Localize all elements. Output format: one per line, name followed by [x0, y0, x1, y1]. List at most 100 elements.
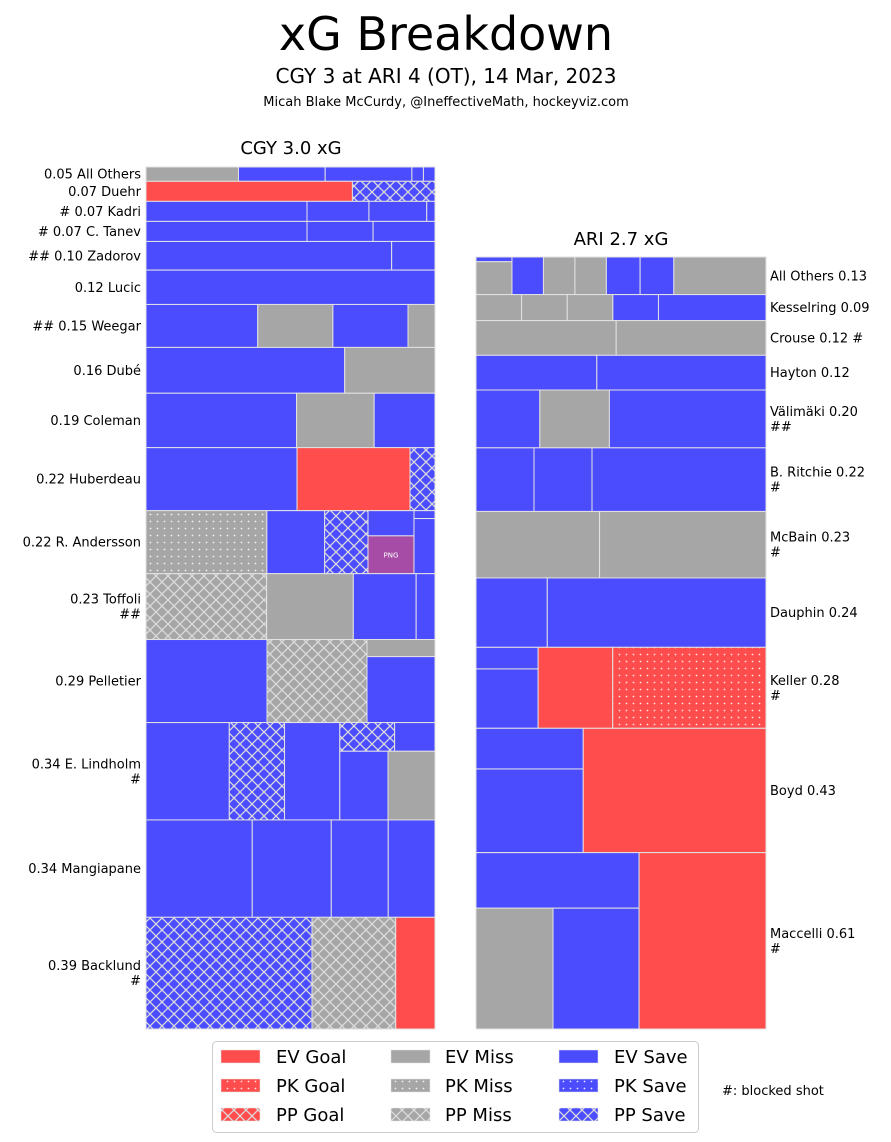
- player-label: Keller 0.28: [770, 674, 840, 689]
- shot-cell: [228, 722, 286, 821]
- player-row: Välimäki 0.20##: [475, 389, 858, 449]
- shot-cell: [266, 573, 354, 641]
- shot-cell: [511, 256, 544, 296]
- legend-swatch: [220, 1107, 261, 1122]
- player-row: Boyd 0.43: [475, 727, 836, 854]
- legend-label: EV Save: [614, 1047, 688, 1068]
- player-label: Boyd 0.43: [770, 784, 836, 799]
- player-label: #: [770, 942, 781, 957]
- legend-swatch: [390, 1107, 431, 1122]
- shot-cell: [145, 639, 268, 724]
- shot-cell: [605, 256, 641, 296]
- shot-cell: [145, 916, 313, 1030]
- shot-cell: [387, 750, 436, 821]
- shot-cell: [537, 646, 614, 729]
- player-row: 0.39 Backlund#: [48, 916, 436, 1030]
- legend-swatch: [220, 1078, 261, 1093]
- shot-cell: [145, 346, 346, 394]
- shot-cell: [145, 180, 353, 202]
- player-label: 0.22 R. Andersson: [23, 536, 141, 551]
- shot-cell: [352, 573, 417, 641]
- player-label: All Others 0.13: [770, 269, 867, 284]
- shot-cell: [475, 261, 513, 296]
- shot-cell: [145, 392, 298, 449]
- shot-cell: [306, 220, 374, 242]
- legend-entry: PK Save: [558, 1076, 687, 1097]
- shot-cell: [546, 577, 767, 648]
- player-label: Maccelli 0.61: [770, 927, 855, 942]
- player-label: Crouse 0.12 #: [770, 331, 863, 346]
- legend-entry: EV Goal: [220, 1047, 346, 1068]
- shot-cell: [475, 510, 601, 579]
- legend-label: EV Goal: [276, 1047, 346, 1068]
- shot-cell: [367, 535, 415, 575]
- legend-label: PK Goal: [276, 1076, 345, 1097]
- chart-byline: Micah Blake McCurdy, @IneffectiveMath, h…: [263, 95, 629, 110]
- legend-label: PP Goal: [276, 1105, 344, 1126]
- player-row: 0.19 Coleman: [50, 392, 436, 449]
- shot-cell: [582, 727, 767, 854]
- shot-cell: [608, 389, 767, 449]
- shot-cell: [145, 166, 239, 182]
- shot-cell: [475, 852, 640, 909]
- player-row: Maccelli 0.61#: [475, 852, 855, 1030]
- shot-cell: [475, 577, 548, 648]
- legend: EV Goal PK Goal PP Goal EV Miss PK Miss PP Mi…: [212, 1041, 824, 1133]
- player-row: Dauphin 0.24: [475, 577, 858, 648]
- player-label: #: [130, 772, 141, 787]
- shot-cell: [475, 668, 539, 729]
- shot-cell: [413, 510, 436, 520]
- panel-cgy: 0.05 All Others 0.07 Duehr # 0.07 Kadri # 0…: [23, 166, 436, 1030]
- player-label: # 0.07 Kadri: [59, 205, 141, 220]
- shot-cell: [266, 510, 326, 575]
- player-row: B. Ritchie 0.22#: [475, 447, 865, 512]
- shot-cell: [475, 727, 584, 770]
- shot-cell: [552, 907, 640, 1030]
- shot-cell: [407, 303, 436, 348]
- shot-cell: [251, 819, 332, 918]
- treemap-panels: 0.05 All Others 0.07 Duehr # 0.07 Kadri # 0…: [23, 166, 870, 1030]
- legend-entry: PK Miss: [390, 1076, 513, 1097]
- player-row: Hayton 0.12: [475, 354, 850, 391]
- player-row: 0.07 Duehr: [68, 180, 436, 202]
- player-label: ##: [119, 608, 141, 623]
- player-row: 0.34 E. Lindholm#: [32, 722, 436, 821]
- shot-cell: [332, 303, 409, 348]
- legend-label: PK Save: [614, 1076, 687, 1097]
- shot-cell: [591, 447, 767, 512]
- panel-title-ari: ARI 2.7 xG: [574, 229, 669, 250]
- shot-cell: [324, 510, 369, 575]
- shot-cell: [673, 256, 767, 296]
- legend-label: EV Miss: [445, 1047, 514, 1068]
- shot-cell: [411, 166, 424, 182]
- shot-cell: [395, 916, 436, 1030]
- player-label: Kesselring 0.09: [770, 301, 870, 316]
- player-label: 0.05 All Others: [44, 168, 141, 183]
- shot-cell: [475, 646, 539, 670]
- blocked-shot-note: #: blocked shot: [722, 1084, 824, 1099]
- shot-cell: [413, 518, 436, 575]
- player-row: # 0.07 C. Tanev: [38, 220, 436, 242]
- player-row: 0.12 Lucic: [75, 269, 436, 305]
- player-row: McBain 0.23#: [475, 510, 850, 579]
- shot-cell: [266, 639, 368, 724]
- shot-cell: [339, 722, 396, 752]
- shot-cell: [533, 447, 593, 512]
- shot-cell: [409, 447, 436, 512]
- legend-swatch: [220, 1049, 261, 1064]
- shot-cell: [387, 819, 436, 918]
- shot-cell: [539, 389, 610, 449]
- legend-swatch: [390, 1078, 431, 1093]
- player-label: 0.23 Toffoli: [70, 593, 141, 608]
- player-label: Dauphin 0.24: [770, 606, 858, 621]
- shot-cell: [566, 294, 614, 322]
- legend-entry: EV Save: [558, 1047, 688, 1068]
- player-label: ## 0.15 Weegar: [32, 319, 141, 334]
- player-label: 0.22 Huberdeau: [36, 473, 141, 488]
- player-row: Keller 0.28#: [475, 646, 840, 729]
- player-row: ## 0.10 Zadorov: [28, 240, 436, 271]
- shot-cell: [475, 447, 535, 512]
- shot-cell: [339, 750, 389, 821]
- player-label: 0.34 E. Lindholm: [32, 757, 141, 772]
- shot-cell: [475, 389, 541, 449]
